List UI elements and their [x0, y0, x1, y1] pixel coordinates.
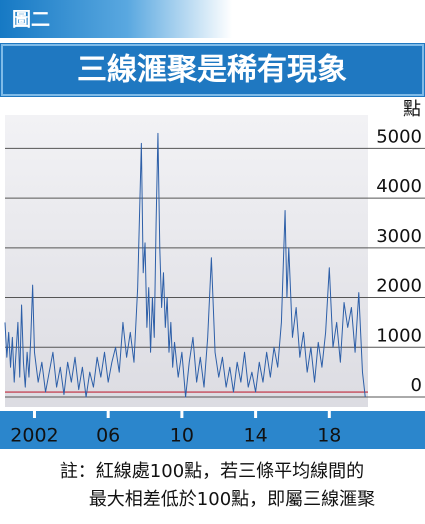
title-banner [0, 43, 425, 97]
note-line: 註：紅線處100點，若三條平均線間的 [60, 461, 364, 482]
x-axis-band [0, 411, 425, 449]
note-line: 最大相差低於100點，即屬三線滙聚 [89, 489, 375, 510]
y-tick-label: 2000 [376, 276, 422, 297]
x-tick-label: 14 [244, 425, 268, 447]
y-unit: 點 [403, 99, 421, 120]
y-tick-label: 3000 [376, 226, 422, 247]
title-border [1, 44, 424, 96]
y-tick-label: 4000 [376, 176, 422, 197]
series-line [4, 132, 366, 398]
y-tick-label: 1000 [376, 325, 422, 346]
y-tick-label: 5000 [376, 126, 422, 147]
x-tick-label: 18 [317, 425, 341, 447]
label-banner [0, 0, 232, 38]
plot-area [5, 115, 368, 407]
y-tick-label: 0 [411, 375, 422, 396]
x-tick-label: 10 [170, 425, 194, 447]
figure-label: 圖二 [12, 9, 50, 31]
x-tick-label: 2002 [10, 425, 58, 447]
x-tick-label: 06 [96, 425, 120, 447]
chart-title: 三線滙聚是稀有現象 [77, 53, 347, 88]
